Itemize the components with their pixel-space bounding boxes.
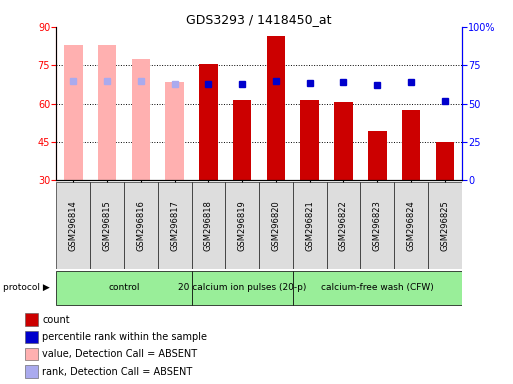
Text: GSM296815: GSM296815 [103, 200, 112, 251]
Bar [199, 64, 218, 180]
Text: GSM296825: GSM296825 [440, 200, 449, 251]
Text: protocol ▶: protocol ▶ [3, 283, 49, 293]
Bar [157, 182, 191, 269]
Bar [436, 142, 454, 180]
Bar [98, 45, 116, 180]
Bar [56, 182, 90, 269]
Text: rank, Detection Call = ABSENT: rank, Detection Call = ABSENT [43, 366, 193, 377]
Text: GSM296819: GSM296819 [238, 200, 247, 251]
Bar [402, 110, 420, 180]
Bar [293, 271, 462, 305]
Text: GSM296817: GSM296817 [170, 200, 179, 251]
Text: GSM296818: GSM296818 [204, 200, 213, 251]
Bar [267, 36, 285, 180]
Bar [25, 348, 37, 361]
Bar [56, 271, 191, 305]
Text: GSM296823: GSM296823 [373, 200, 382, 251]
Bar [360, 182, 394, 269]
Bar [225, 182, 259, 269]
Bar [334, 103, 353, 180]
Bar [233, 100, 251, 180]
Bar [428, 182, 462, 269]
Bar [25, 331, 37, 343]
Bar [394, 182, 428, 269]
Bar [368, 131, 387, 180]
Text: GSM296814: GSM296814 [69, 200, 78, 251]
Text: control: control [108, 283, 140, 292]
Text: GSM296821: GSM296821 [305, 200, 314, 251]
Bar [131, 59, 150, 180]
Bar [25, 365, 37, 378]
Bar [327, 182, 360, 269]
Text: percentile rank within the sample: percentile rank within the sample [43, 332, 207, 342]
Bar [301, 100, 319, 180]
Bar [191, 271, 293, 305]
Bar [293, 182, 327, 269]
Text: count: count [43, 314, 70, 325]
Bar [25, 313, 37, 326]
Bar [165, 82, 184, 180]
Text: GSM296824: GSM296824 [406, 200, 416, 251]
Bar [191, 182, 225, 269]
Bar [259, 182, 293, 269]
Text: GSM296820: GSM296820 [271, 200, 281, 251]
Bar [64, 45, 83, 180]
Bar [90, 182, 124, 269]
Text: GSM296822: GSM296822 [339, 200, 348, 251]
Text: value, Detection Call = ABSENT: value, Detection Call = ABSENT [43, 349, 198, 359]
Text: 20 calcium ion pulses (20-p): 20 calcium ion pulses (20-p) [178, 283, 306, 292]
Bar [124, 182, 158, 269]
Text: GSM296816: GSM296816 [136, 200, 145, 251]
Title: GDS3293 / 1418450_at: GDS3293 / 1418450_at [186, 13, 332, 26]
Text: calcium-free wash (CFW): calcium-free wash (CFW) [321, 283, 433, 292]
